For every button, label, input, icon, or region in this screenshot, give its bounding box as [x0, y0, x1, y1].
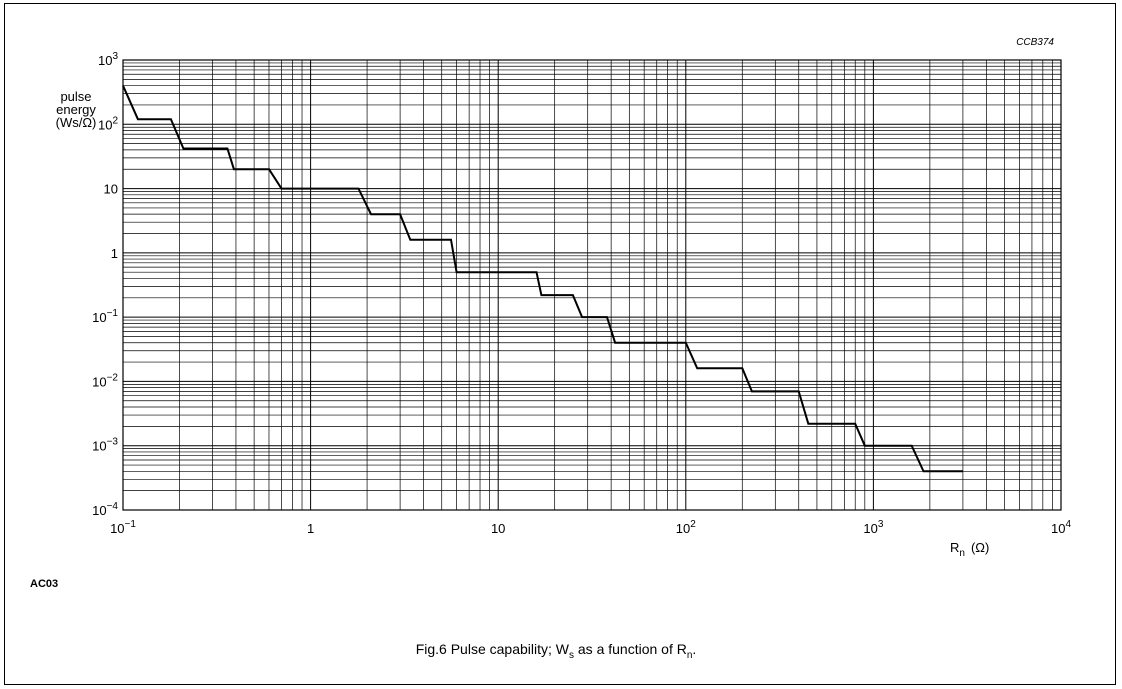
x-tick-label: 10 — [491, 521, 505, 536]
grid — [122, 60, 1061, 511]
y-tick-label: 1 — [111, 246, 118, 261]
x-tick-label: 10−1 — [110, 519, 136, 536]
figure-code: CCB374 — [1016, 37, 1054, 48]
caption-sub-n: n — [686, 649, 693, 661]
tick-labels: 10−1 1 10 102 103 10410310210110−110−210−310−… — [92, 51, 1071, 536]
caption-prefix: Fig.6 Pulse capability; W — [415, 641, 569, 657]
y-tick-label: 10−3 — [92, 437, 118, 454]
figure-frame — [4, 3, 1116, 685]
y-axis-label-line3: (Ws/Ω) — [56, 115, 97, 130]
plot-border — [122, 59, 1062, 511]
x-tick-label: 103 — [863, 519, 883, 536]
x-tick-label: 104 — [1051, 519, 1071, 536]
caption-suffix: . — [692, 641, 697, 657]
y-axis-label-line1: pulse — [60, 89, 91, 104]
caption-mid: as a function of R — [574, 641, 687, 657]
y-tick-label: 10−2 — [92, 372, 118, 389]
y-tick-label: 10−1 — [92, 308, 118, 325]
x-axis-label: Rn (Ω) — [950, 540, 989, 559]
series-line-0 — [122, 85, 963, 473]
y-tick-label: 102 — [98, 115, 118, 132]
y-tick-label: 10−4 — [92, 501, 118, 518]
y-axis-label-line2: energy — [56, 102, 96, 117]
x-axis-label-main: R — [950, 540, 959, 555]
y-tick-label: 10 — [104, 182, 118, 197]
curve-layer — [122, 85, 963, 473]
x-axis-label-sub: n — [959, 548, 965, 559]
y-tick-label: 103 — [98, 51, 118, 68]
x-axis-label-unit: (Ω) — [971, 540, 989, 555]
x-tick-label: 102 — [676, 519, 696, 536]
caption-sub-s: s — [569, 649, 574, 661]
y-axis-label: pulse energy (Ws/Ω) — [56, 89, 97, 130]
side-label: AC03 — [30, 578, 59, 590]
x-tick-label: 1 — [307, 521, 314, 536]
figure-caption: Fig.6 Pulse capability; Ws as a function… — [0, 641, 1112, 661]
